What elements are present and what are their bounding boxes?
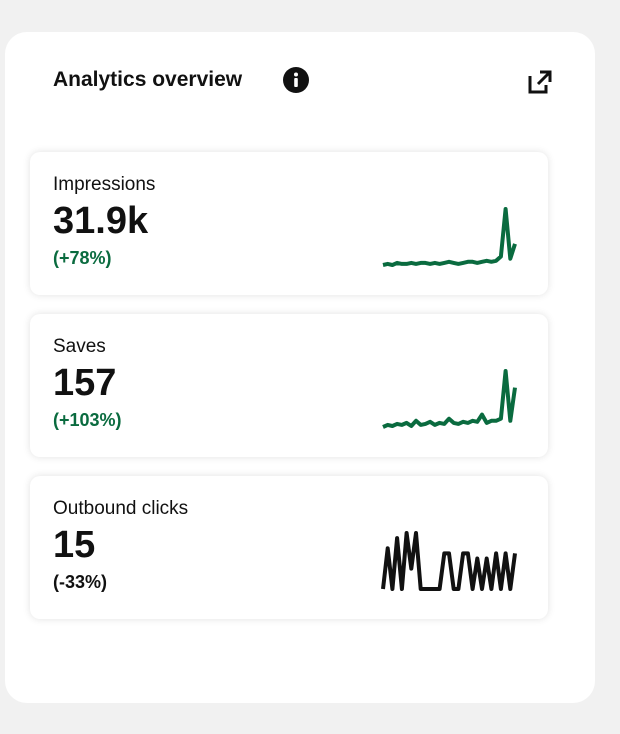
sparkline-path	[382, 207, 517, 267]
metric-label: Outbound clicks	[53, 498, 189, 519]
metric-card: Impressions 31.9k (+78%)	[30, 152, 548, 295]
metric-value: 15	[53, 524, 96, 566]
sparkline-path	[382, 369, 517, 429]
metric-value: 157	[53, 362, 117, 404]
sparkline-path	[381, 531, 517, 591]
sparkline	[381, 531, 517, 591]
metric-label: Saves	[53, 336, 106, 357]
metric-change: (-33%)	[53, 572, 108, 592]
sparkline	[382, 369, 517, 429]
open-external-icon[interactable]	[526, 68, 554, 96]
metric-label: Impressions	[53, 174, 156, 195]
sparkline	[382, 207, 517, 267]
metric-card: Outbound clicks 15 (-33%)	[30, 476, 548, 619]
metric-change: (+103%)	[53, 410, 122, 430]
analytics-panel: Analytics overview Impressions 31.9k (+78%…	[5, 32, 595, 703]
info-icon[interactable]	[283, 67, 309, 93]
metric-change: (+78%)	[53, 248, 112, 268]
metric-card: Saves 157 (+103%)	[30, 314, 548, 457]
panel-title: Analytics overview	[53, 68, 243, 91]
metric-value: 31.9k	[53, 200, 149, 242]
